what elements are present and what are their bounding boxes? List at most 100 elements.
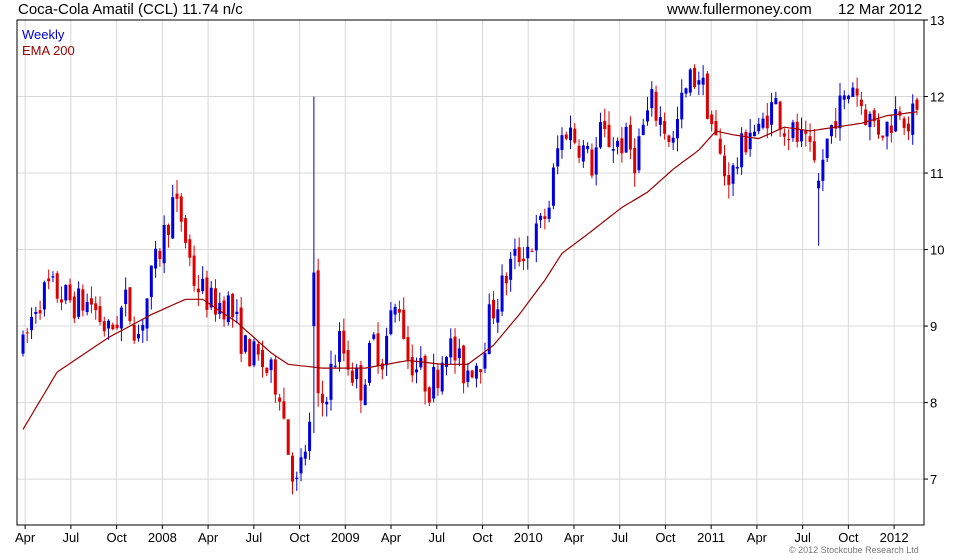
candle-body bbox=[487, 304, 491, 355]
candle-body bbox=[59, 299, 63, 303]
candle-body bbox=[107, 320, 111, 329]
candle-body bbox=[77, 288, 81, 317]
candle-body bbox=[320, 393, 324, 404]
candle-body bbox=[299, 457, 303, 474]
candle-body bbox=[740, 133, 744, 168]
candle-body bbox=[675, 119, 679, 139]
candle-body bbox=[243, 335, 247, 352]
candle-body bbox=[325, 401, 329, 405]
candle-body bbox=[136, 334, 140, 339]
candle-body bbox=[346, 350, 350, 370]
candle-body bbox=[620, 138, 624, 154]
candle-body bbox=[804, 130, 808, 134]
candle-body bbox=[646, 110, 650, 122]
candle-body bbox=[513, 248, 517, 256]
candle-body bbox=[201, 278, 205, 292]
candle-body bbox=[492, 299, 496, 319]
candle-body bbox=[735, 166, 739, 169]
candle-body bbox=[710, 114, 714, 125]
y-tick-label: 9 bbox=[930, 319, 937, 334]
candle-body bbox=[877, 119, 881, 135]
candle-body bbox=[607, 124, 611, 148]
candle-body bbox=[188, 239, 192, 258]
candle-body bbox=[697, 80, 701, 85]
candle-body bbox=[479, 369, 483, 373]
candle-body bbox=[795, 121, 799, 142]
candle-body bbox=[466, 370, 470, 382]
candle-body bbox=[628, 124, 632, 150]
copyright: © 2012 Stockcube Research Ltd bbox=[789, 545, 919, 555]
candle-body bbox=[526, 246, 530, 259]
candle-body bbox=[842, 95, 846, 100]
candle-body bbox=[808, 136, 812, 142]
candle-body bbox=[560, 135, 564, 150]
candle-body bbox=[444, 357, 448, 367]
candle-body bbox=[855, 88, 859, 96]
x-tick-label: Oct bbox=[655, 530, 676, 545]
candle-body bbox=[641, 124, 645, 136]
candle-body bbox=[350, 370, 354, 383]
candle-body bbox=[915, 99, 919, 110]
candle-body bbox=[705, 73, 709, 119]
y-tick-label: 13 bbox=[930, 13, 944, 28]
candle-body bbox=[171, 197, 175, 239]
plot-frame bbox=[16, 19, 925, 526]
candle-body bbox=[124, 289, 128, 305]
candle-body bbox=[235, 311, 239, 315]
candle-body bbox=[812, 141, 816, 161]
candle-body bbox=[226, 295, 230, 323]
candle-body bbox=[457, 348, 461, 359]
candle-body bbox=[829, 125, 833, 137]
candle-body bbox=[543, 216, 547, 220]
candle-body bbox=[521, 258, 525, 262]
candle-body bbox=[603, 121, 607, 130]
candle-body bbox=[192, 255, 196, 286]
candle-body bbox=[149, 265, 153, 298]
candle-body bbox=[154, 248, 158, 269]
candle-body bbox=[338, 331, 342, 362]
candle-body bbox=[701, 77, 705, 85]
candle-body bbox=[688, 69, 692, 93]
x-tick-label: 2011 bbox=[697, 530, 725, 545]
candle-body bbox=[64, 284, 68, 301]
candle-body bbox=[261, 349, 265, 367]
candle-body bbox=[68, 284, 72, 301]
candle-body bbox=[397, 309, 401, 313]
candle-body bbox=[205, 277, 209, 310]
candle-body bbox=[500, 275, 504, 312]
candle-body bbox=[470, 370, 474, 378]
candle-body bbox=[94, 303, 98, 311]
candle-body bbox=[419, 357, 423, 368]
candle-body bbox=[663, 120, 667, 134]
candle-body bbox=[355, 368, 359, 380]
candle-body bbox=[427, 387, 431, 403]
candle-body bbox=[239, 307, 243, 354]
x-tick-label: Apr bbox=[747, 530, 768, 545]
candle-body bbox=[744, 131, 748, 153]
y-tick-label: 8 bbox=[930, 396, 937, 411]
candle-body bbox=[81, 289, 85, 311]
candle-body bbox=[564, 134, 568, 139]
candle-body bbox=[731, 165, 735, 184]
candle-body bbox=[440, 362, 444, 392]
x-tick-label: Jul bbox=[246, 530, 263, 545]
candle-body bbox=[42, 282, 46, 310]
candle-body bbox=[449, 338, 453, 358]
candle-body bbox=[184, 218, 188, 243]
candle-body bbox=[671, 137, 675, 143]
candle-body bbox=[89, 298, 93, 305]
candle-body bbox=[98, 306, 102, 322]
candle-body bbox=[800, 129, 804, 142]
candle-body bbox=[141, 324, 145, 331]
candle-body bbox=[530, 251, 534, 253]
candle-body bbox=[367, 342, 371, 383]
candle-body bbox=[834, 121, 838, 129]
candle-body bbox=[693, 67, 697, 87]
x-tick-label: Oct bbox=[472, 530, 493, 545]
candle-body bbox=[714, 121, 718, 136]
x-tick-label: Oct bbox=[289, 530, 310, 545]
candle-body bbox=[423, 355, 427, 392]
legend-ema: EMA 200 bbox=[22, 43, 75, 58]
candle-body bbox=[483, 353, 487, 369]
candle-body bbox=[594, 147, 598, 175]
